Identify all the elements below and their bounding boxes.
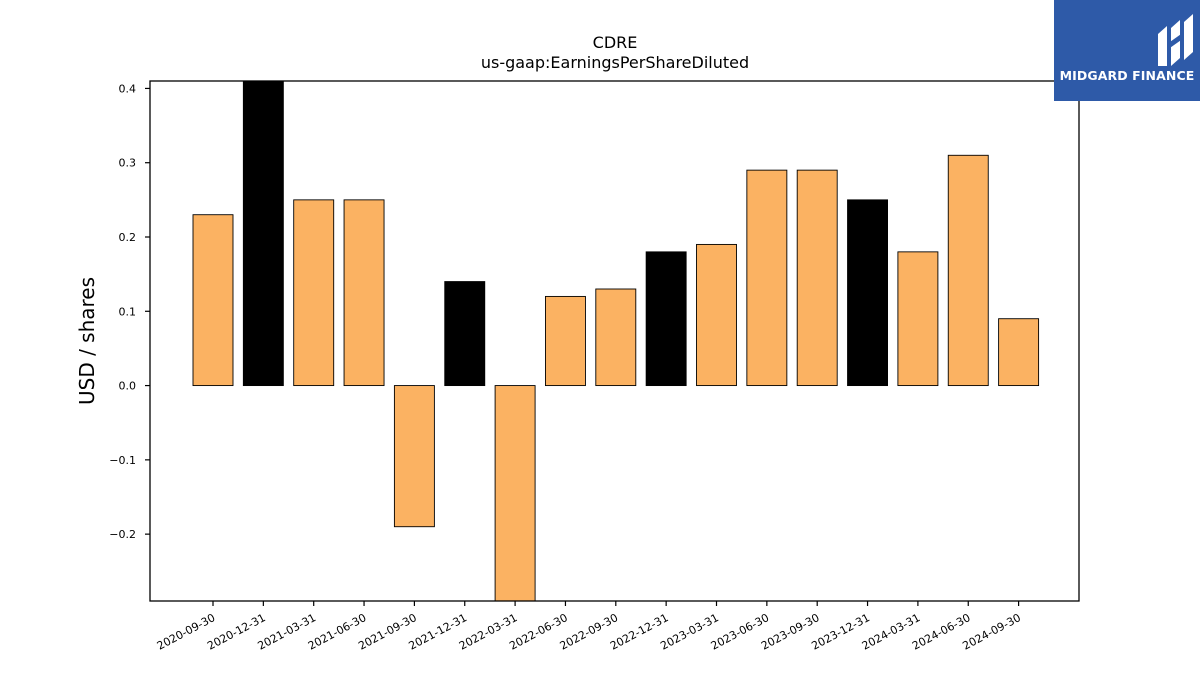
bar-2021-09-30 [393,385,435,528]
y-tick-label: −0.1 [109,454,136,467]
y-tick-label: −0.2 [109,528,136,541]
y-axis-label: USD / shares [75,277,99,405]
y-tick-label: 0.3 [119,157,137,170]
brand-logo: MIDGARD FINANCE [1054,0,1200,101]
y-tick-label: 0.4 [119,82,137,95]
bar-2024-03-31 [897,251,939,387]
bar-2021-06-30 [343,199,385,387]
bar-2023-06-30 [746,169,788,387]
bar-2022-06-30 [545,295,586,387]
bar-2022-09-30 [595,288,637,387]
chart-title: CDRE [593,33,638,52]
bar-2023-09-30 [796,169,838,387]
bar-2020-12-31 [242,80,284,387]
y-axis-ticks: −0.2 −0.1 0.0 0.1 0.2 0.3 0.4 [109,82,150,541]
y-tick-label: 0.0 [119,380,137,393]
bar-2021-03-31 [293,199,335,387]
bars-group [192,80,1040,602]
bar-2022-12-31 [645,251,687,387]
y-tick-label: 0.2 [119,231,137,244]
bar-2024-09-30 [998,318,1040,387]
chart-subtitle: us-gaap:EarningsPerShareDiluted [481,53,749,72]
plot-frame [149,80,1080,602]
bar-2024-06-30 [947,154,989,387]
x-axis-ticks: 2020-09-302020-12-312021-03-312021-06-30… [155,601,1023,653]
bar-2021-12-31 [444,281,486,387]
brand-name: MIDGARD FINANCE [1059,68,1195,83]
bar-2020-09-30 [192,214,234,387]
midgard-logo-icon [1158,14,1193,66]
bar-2022-03-31 [494,385,536,602]
y-tick-label: 0.1 [119,305,137,318]
bar-2023-12-31 [847,199,888,387]
bar-2023-03-31 [696,243,737,387]
